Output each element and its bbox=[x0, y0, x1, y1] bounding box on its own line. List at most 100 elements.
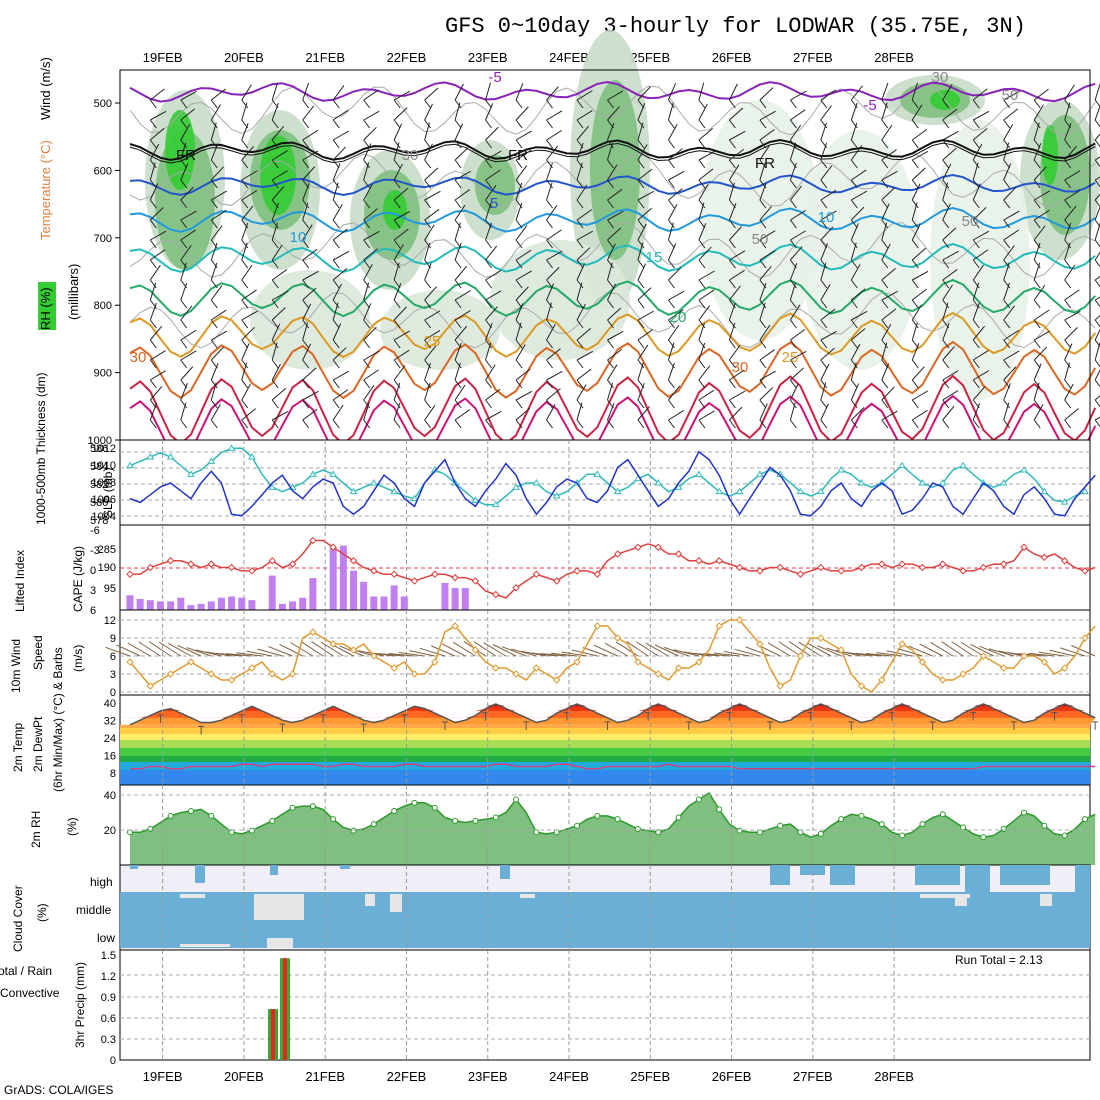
wind-barb bbox=[211, 190, 228, 201]
wind-barb bbox=[576, 159, 584, 169]
data-point bbox=[126, 570, 134, 578]
data-point bbox=[513, 796, 520, 803]
wind-barb bbox=[850, 259, 858, 269]
data-point bbox=[146, 682, 155, 690]
wind-barb bbox=[972, 350, 989, 361]
wind-barb bbox=[667, 243, 677, 261]
wind-barb bbox=[850, 343, 861, 361]
wind-barb bbox=[911, 139, 919, 149]
wind-barb bbox=[668, 299, 675, 309]
wind-barb bbox=[424, 122, 430, 141]
wind-barb bbox=[546, 119, 553, 129]
data-point bbox=[126, 658, 134, 666]
tick-label: 0.9 bbox=[101, 992, 116, 1004]
wind-barb bbox=[180, 350, 197, 361]
cloud-level-middle: middle bbox=[76, 903, 112, 917]
wind-barb bbox=[180, 419, 188, 429]
data-point bbox=[309, 803, 316, 810]
wind-barb bbox=[515, 83, 524, 101]
date-label-bottom: 26FEB bbox=[712, 1069, 752, 1084]
wind-barb bbox=[576, 142, 584, 161]
wind-barb bbox=[850, 299, 858, 309]
wind-barb bbox=[454, 319, 462, 329]
date-label-top: 27FEB bbox=[793, 50, 833, 65]
wind-barb bbox=[667, 102, 674, 121]
wind-barb bbox=[729, 285, 741, 301]
wind-barb bbox=[698, 246, 712, 261]
date-label-top: 25FEB bbox=[630, 50, 670, 65]
data-point bbox=[1060, 498, 1069, 505]
wind-barb bbox=[180, 262, 187, 281]
date-label-bottom: 20FEB bbox=[224, 1069, 264, 1084]
wind-barb bbox=[515, 202, 523, 221]
wind-barb bbox=[942, 250, 959, 261]
wind-barb bbox=[698, 342, 706, 361]
wind-barb bbox=[942, 322, 950, 341]
wind-barb bbox=[668, 419, 675, 429]
wind-barb bbox=[393, 239, 401, 249]
wind-barb bbox=[302, 359, 310, 369]
wind-barb bbox=[210, 319, 218, 329]
wind-barb bbox=[789, 119, 797, 129]
wind-barb bbox=[271, 259, 279, 269]
data-point bbox=[918, 563, 927, 572]
wind-barb bbox=[972, 302, 980, 321]
wind-barb bbox=[363, 162, 370, 181]
data-point bbox=[735, 563, 744, 572]
wind-barb bbox=[759, 349, 775, 361]
wind-barb bbox=[1003, 142, 1010, 161]
wind-barb bbox=[1094, 251, 1100, 261]
wind-barb bbox=[698, 419, 706, 429]
wind-barb bbox=[1033, 382, 1040, 401]
wind-barb bbox=[546, 110, 563, 121]
wind-barb bbox=[820, 165, 833, 181]
data-point bbox=[938, 479, 947, 486]
wind-barb bbox=[881, 102, 888, 121]
wind-barb bbox=[454, 279, 462, 289]
wind-barb bbox=[1003, 199, 1011, 209]
wind-barb bbox=[881, 149, 897, 161]
wind-barb bbox=[850, 407, 865, 421]
wind-barb bbox=[257, 648, 283, 657]
data-point bbox=[899, 832, 906, 839]
wind-speed-line bbox=[126, 616, 1096, 693]
wind-barb bbox=[454, 259, 462, 269]
data-point bbox=[512, 584, 520, 592]
data-point bbox=[329, 640, 337, 648]
wind-barb bbox=[180, 245, 192, 261]
wind-barb bbox=[515, 368, 531, 381]
wind-barb bbox=[180, 139, 188, 149]
wind-barb bbox=[972, 99, 980, 109]
data-point bbox=[147, 826, 154, 832]
wind-barb bbox=[912, 390, 929, 401]
rh-blob bbox=[383, 190, 407, 230]
wind-barb bbox=[241, 84, 252, 101]
date-label-bottom: 25FEB bbox=[630, 1069, 670, 1084]
wind-barb bbox=[668, 259, 675, 269]
wind-barb bbox=[576, 279, 584, 289]
tick-label: 0.6 bbox=[101, 1013, 116, 1025]
wind-barb bbox=[942, 119, 950, 129]
wind-barb bbox=[241, 170, 258, 181]
wind-barb bbox=[1033, 309, 1050, 321]
wind-barb bbox=[607, 164, 618, 181]
tick-label: 578 bbox=[90, 515, 108, 527]
wind-barb bbox=[485, 323, 493, 341]
wind-barb bbox=[1033, 262, 1041, 281]
wind-barb bbox=[790, 90, 807, 101]
wind-barb bbox=[820, 284, 831, 301]
temperature-contour bbox=[129, 374, 1097, 446]
wind-barb bbox=[607, 359, 614, 369]
temp-band bbox=[120, 724, 1090, 728]
wind-barb bbox=[759, 144, 771, 161]
data-point bbox=[675, 814, 682, 821]
tick-label: 12 bbox=[104, 615, 116, 627]
wind-barb bbox=[850, 379, 858, 389]
wind-barb bbox=[729, 119, 736, 129]
wind-barb bbox=[515, 279, 523, 289]
cape-bar bbox=[441, 582, 449, 610]
wind-barb bbox=[911, 343, 920, 361]
wind-barb bbox=[881, 239, 889, 249]
data-point bbox=[695, 796, 702, 803]
